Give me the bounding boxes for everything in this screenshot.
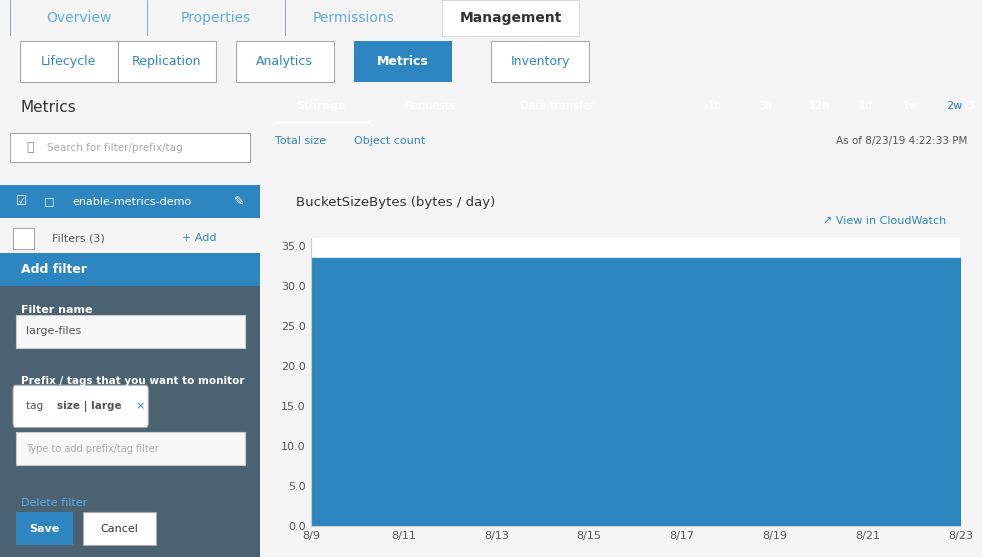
- Text: tag: tag: [26, 402, 50, 412]
- Text: 12h: 12h: [809, 101, 830, 111]
- Text: Search for filter/prefix/tag: Search for filter/prefix/tag: [47, 143, 183, 153]
- Text: As of 8/23/19 4:22:33 PM: As of 8/23/19 4:22:33 PM: [837, 136, 967, 145]
- FancyBboxPatch shape: [0, 253, 260, 286]
- Text: Add filter: Add filter: [21, 263, 86, 276]
- FancyBboxPatch shape: [16, 512, 73, 545]
- Text: Storage: Storage: [297, 101, 346, 111]
- Text: Management: Management: [460, 11, 562, 25]
- FancyBboxPatch shape: [354, 41, 452, 82]
- Text: Total size: Total size: [275, 136, 326, 145]
- FancyBboxPatch shape: [83, 512, 156, 545]
- Text: Type to add prefix/tag filter: Type to add prefix/tag filter: [26, 444, 159, 454]
- Text: + Add: + Add: [182, 233, 217, 243]
- FancyBboxPatch shape: [13, 227, 33, 249]
- Text: Overview: Overview: [46, 11, 111, 25]
- Text: □: □: [44, 197, 55, 207]
- FancyBboxPatch shape: [442, 0, 579, 36]
- Text: ×: ×: [136, 402, 144, 412]
- Text: ✎: ✎: [234, 195, 245, 208]
- Text: Properties: Properties: [181, 11, 251, 25]
- Text: ☑: ☑: [16, 195, 27, 208]
- Text: 2w: 2w: [946, 101, 962, 111]
- Text: Data transfer: Data transfer: [520, 101, 594, 111]
- Text: Lifecycle: Lifecycle: [41, 55, 96, 68]
- Text: Filters (3): Filters (3): [52, 233, 105, 243]
- Text: 1d: 1d: [859, 101, 873, 111]
- Text: BucketSizeBytes (bytes / day): BucketSizeBytes (bytes / day): [297, 196, 496, 209]
- FancyBboxPatch shape: [236, 41, 334, 82]
- FancyBboxPatch shape: [491, 41, 589, 82]
- Text: Inventory: Inventory: [511, 55, 570, 68]
- Text: Prefix / tags that you want to monitor: Prefix / tags that you want to monitor: [21, 376, 245, 386]
- Text: Save: Save: [29, 524, 59, 534]
- Text: Analytics: Analytics: [256, 55, 313, 68]
- Text: enable-metrics-demo: enable-metrics-demo: [73, 197, 192, 207]
- Text: ⌕: ⌕: [26, 141, 33, 154]
- FancyBboxPatch shape: [16, 315, 245, 348]
- Text: 1h: 1h: [708, 101, 722, 111]
- Text: large-files: large-files: [26, 326, 82, 336]
- Text: Requests: Requests: [405, 101, 456, 111]
- FancyBboxPatch shape: [16, 432, 245, 465]
- FancyBboxPatch shape: [0, 185, 260, 218]
- Text: 1w: 1w: [902, 101, 919, 111]
- Text: ↗ View in CloudWatch: ↗ View in CloudWatch: [823, 216, 946, 226]
- Text: Cancel: Cancel: [101, 524, 138, 534]
- FancyBboxPatch shape: [11, 133, 249, 162]
- Text: Object count: Object count: [355, 136, 425, 145]
- Text: Metrics: Metrics: [21, 100, 77, 115]
- Text: size | large: size | large: [57, 401, 122, 412]
- FancyBboxPatch shape: [20, 41, 118, 82]
- Text: 3h: 3h: [758, 101, 773, 111]
- Text: Permissions: Permissions: [312, 11, 395, 25]
- Text: ↺: ↺: [964, 99, 975, 113]
- FancyBboxPatch shape: [0, 253, 260, 557]
- Text: Filter name: Filter name: [21, 305, 92, 315]
- Text: Metrics: Metrics: [377, 55, 428, 68]
- FancyBboxPatch shape: [13, 385, 148, 428]
- Text: Replication: Replication: [133, 55, 201, 68]
- Text: Delete filter: Delete filter: [21, 498, 87, 508]
- FancyBboxPatch shape: [118, 41, 216, 82]
